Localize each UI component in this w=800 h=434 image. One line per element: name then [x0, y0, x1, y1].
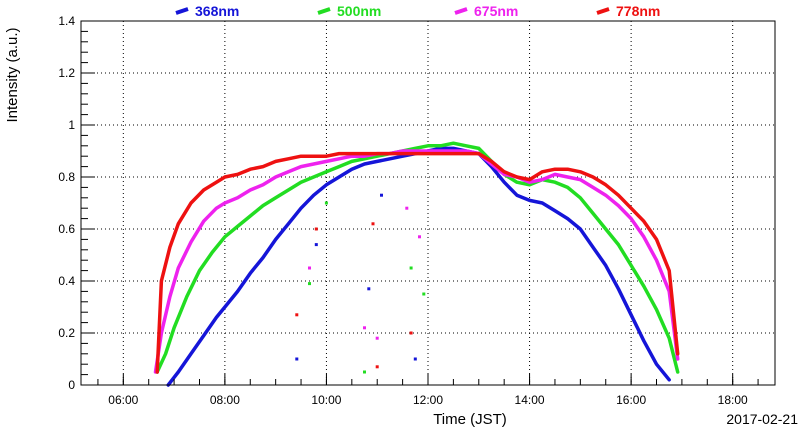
legend-swatch-778nm: [596, 7, 610, 15]
x-tick-label: 10:00: [311, 393, 341, 407]
outlier-point: [405, 206, 409, 210]
outlier-point: [324, 201, 328, 205]
legend: 368nm 500nm 675nm 778nm: [175, 3, 660, 19]
outlier-point: [371, 222, 375, 226]
outlier-point: [308, 266, 311, 270]
outlier-point: [314, 243, 318, 247]
outlier-point: [363, 326, 366, 330]
y-tick-label: 1.2: [58, 66, 75, 80]
outlier-point: [295, 357, 299, 361]
legend-label: 778nm: [616, 3, 660, 19]
x-tick-label: 16:00: [616, 393, 646, 407]
outlier-point: [380, 193, 383, 197]
legend-swatch-368nm: [175, 7, 189, 15]
y-tick-label: 0.4: [58, 274, 75, 288]
axes: 0 0.2 0.4 0.6 0.8 1 1.2 1.4 06:00 08:00 10:00 12:00…: [58, 14, 759, 407]
y-tick-label: 1: [68, 118, 75, 132]
outlier-point: [314, 227, 318, 231]
legend-label: 500nm: [337, 3, 381, 19]
x-tick-label: 14:00: [515, 393, 545, 407]
series-line-778nm: [155, 151, 680, 374]
outlier-point: [409, 266, 413, 270]
outlier-point: [422, 292, 426, 296]
x-tick-label: 08:00: [210, 393, 240, 407]
outlier-point: [375, 336, 379, 340]
series-line-675nm: [153, 149, 680, 374]
x-tick-label: 12:00: [413, 393, 443, 407]
legend-label: 675nm: [474, 3, 518, 19]
date-label: 2017-02-21: [726, 411, 798, 427]
y-tick-label: 1.4: [58, 14, 75, 28]
plot-frame: [80, 20, 776, 386]
series-lines: [153, 141, 680, 387]
x-tick-label: 18:00: [718, 393, 748, 407]
outlier-points: [295, 193, 426, 374]
outlier-point: [363, 370, 366, 374]
legend-swatch-500nm: [317, 7, 331, 15]
y-tick-label: 0: [68, 378, 75, 392]
outlier-point: [308, 282, 311, 286]
outlier-point: [295, 313, 299, 317]
outlier-point: [409, 331, 413, 335]
y-axis-title: Intensity (a.u.): [4, 27, 21, 122]
x-axis-title: Time (JST): [433, 411, 507, 428]
y-tick-label: 0.2: [58, 326, 75, 340]
outlier-point: [418, 235, 421, 239]
legend-label: 368nm: [195, 3, 239, 19]
grid-lines: [81, 21, 775, 385]
y-tick-label: 0.8: [58, 170, 75, 184]
series-line-368nm: [166, 146, 671, 387]
y-tick-label: 0.6: [58, 222, 75, 236]
outlier-point: [367, 287, 371, 291]
x-tick-label: 06:00: [108, 393, 138, 407]
outlier-point: [375, 365, 379, 369]
legend-swatch-675nm: [454, 7, 468, 15]
series-line-500nm: [155, 141, 680, 374]
outlier-point: [413, 357, 417, 361]
